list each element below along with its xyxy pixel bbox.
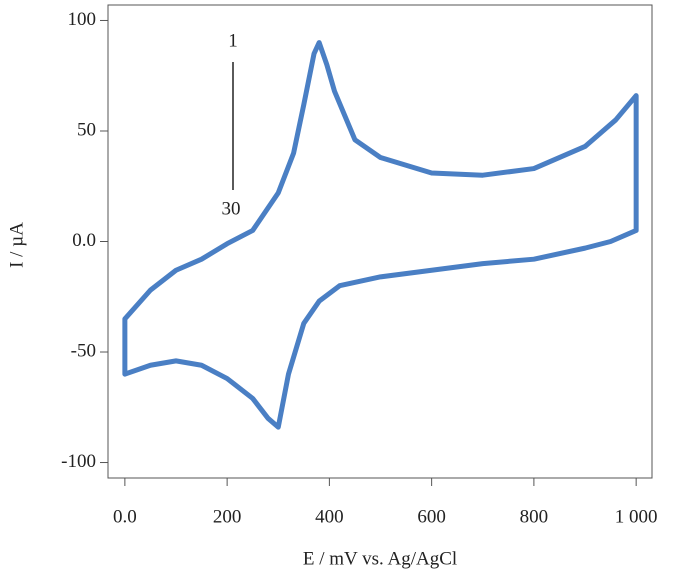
annotation: 1 (228, 30, 238, 51)
y-tick-label: 0.0 (72, 230, 96, 251)
data-line (122, 40, 639, 430)
y-tick-label: 50 (77, 119, 96, 140)
y-tick-label: -50 (71, 340, 96, 361)
plot-frame (107, 4, 653, 479)
x-tick-label: 400 (315, 506, 344, 527)
x-tick-label: 200 (213, 506, 242, 527)
y-axis-label: I / µA (6, 222, 27, 268)
x-tick-label: 800 (520, 506, 549, 527)
y-tick-label: -100 (61, 451, 96, 472)
x-tick-label: 600 (417, 506, 446, 527)
x-axis-label: E / mV vs. Ag/AgCl (303, 548, 457, 569)
x-tick-label: 1 000 (615, 506, 658, 527)
x-tick-label: 0.0 (113, 506, 137, 527)
annotation: 30 (222, 198, 241, 219)
y-tick-label: 100 (68, 9, 97, 30)
